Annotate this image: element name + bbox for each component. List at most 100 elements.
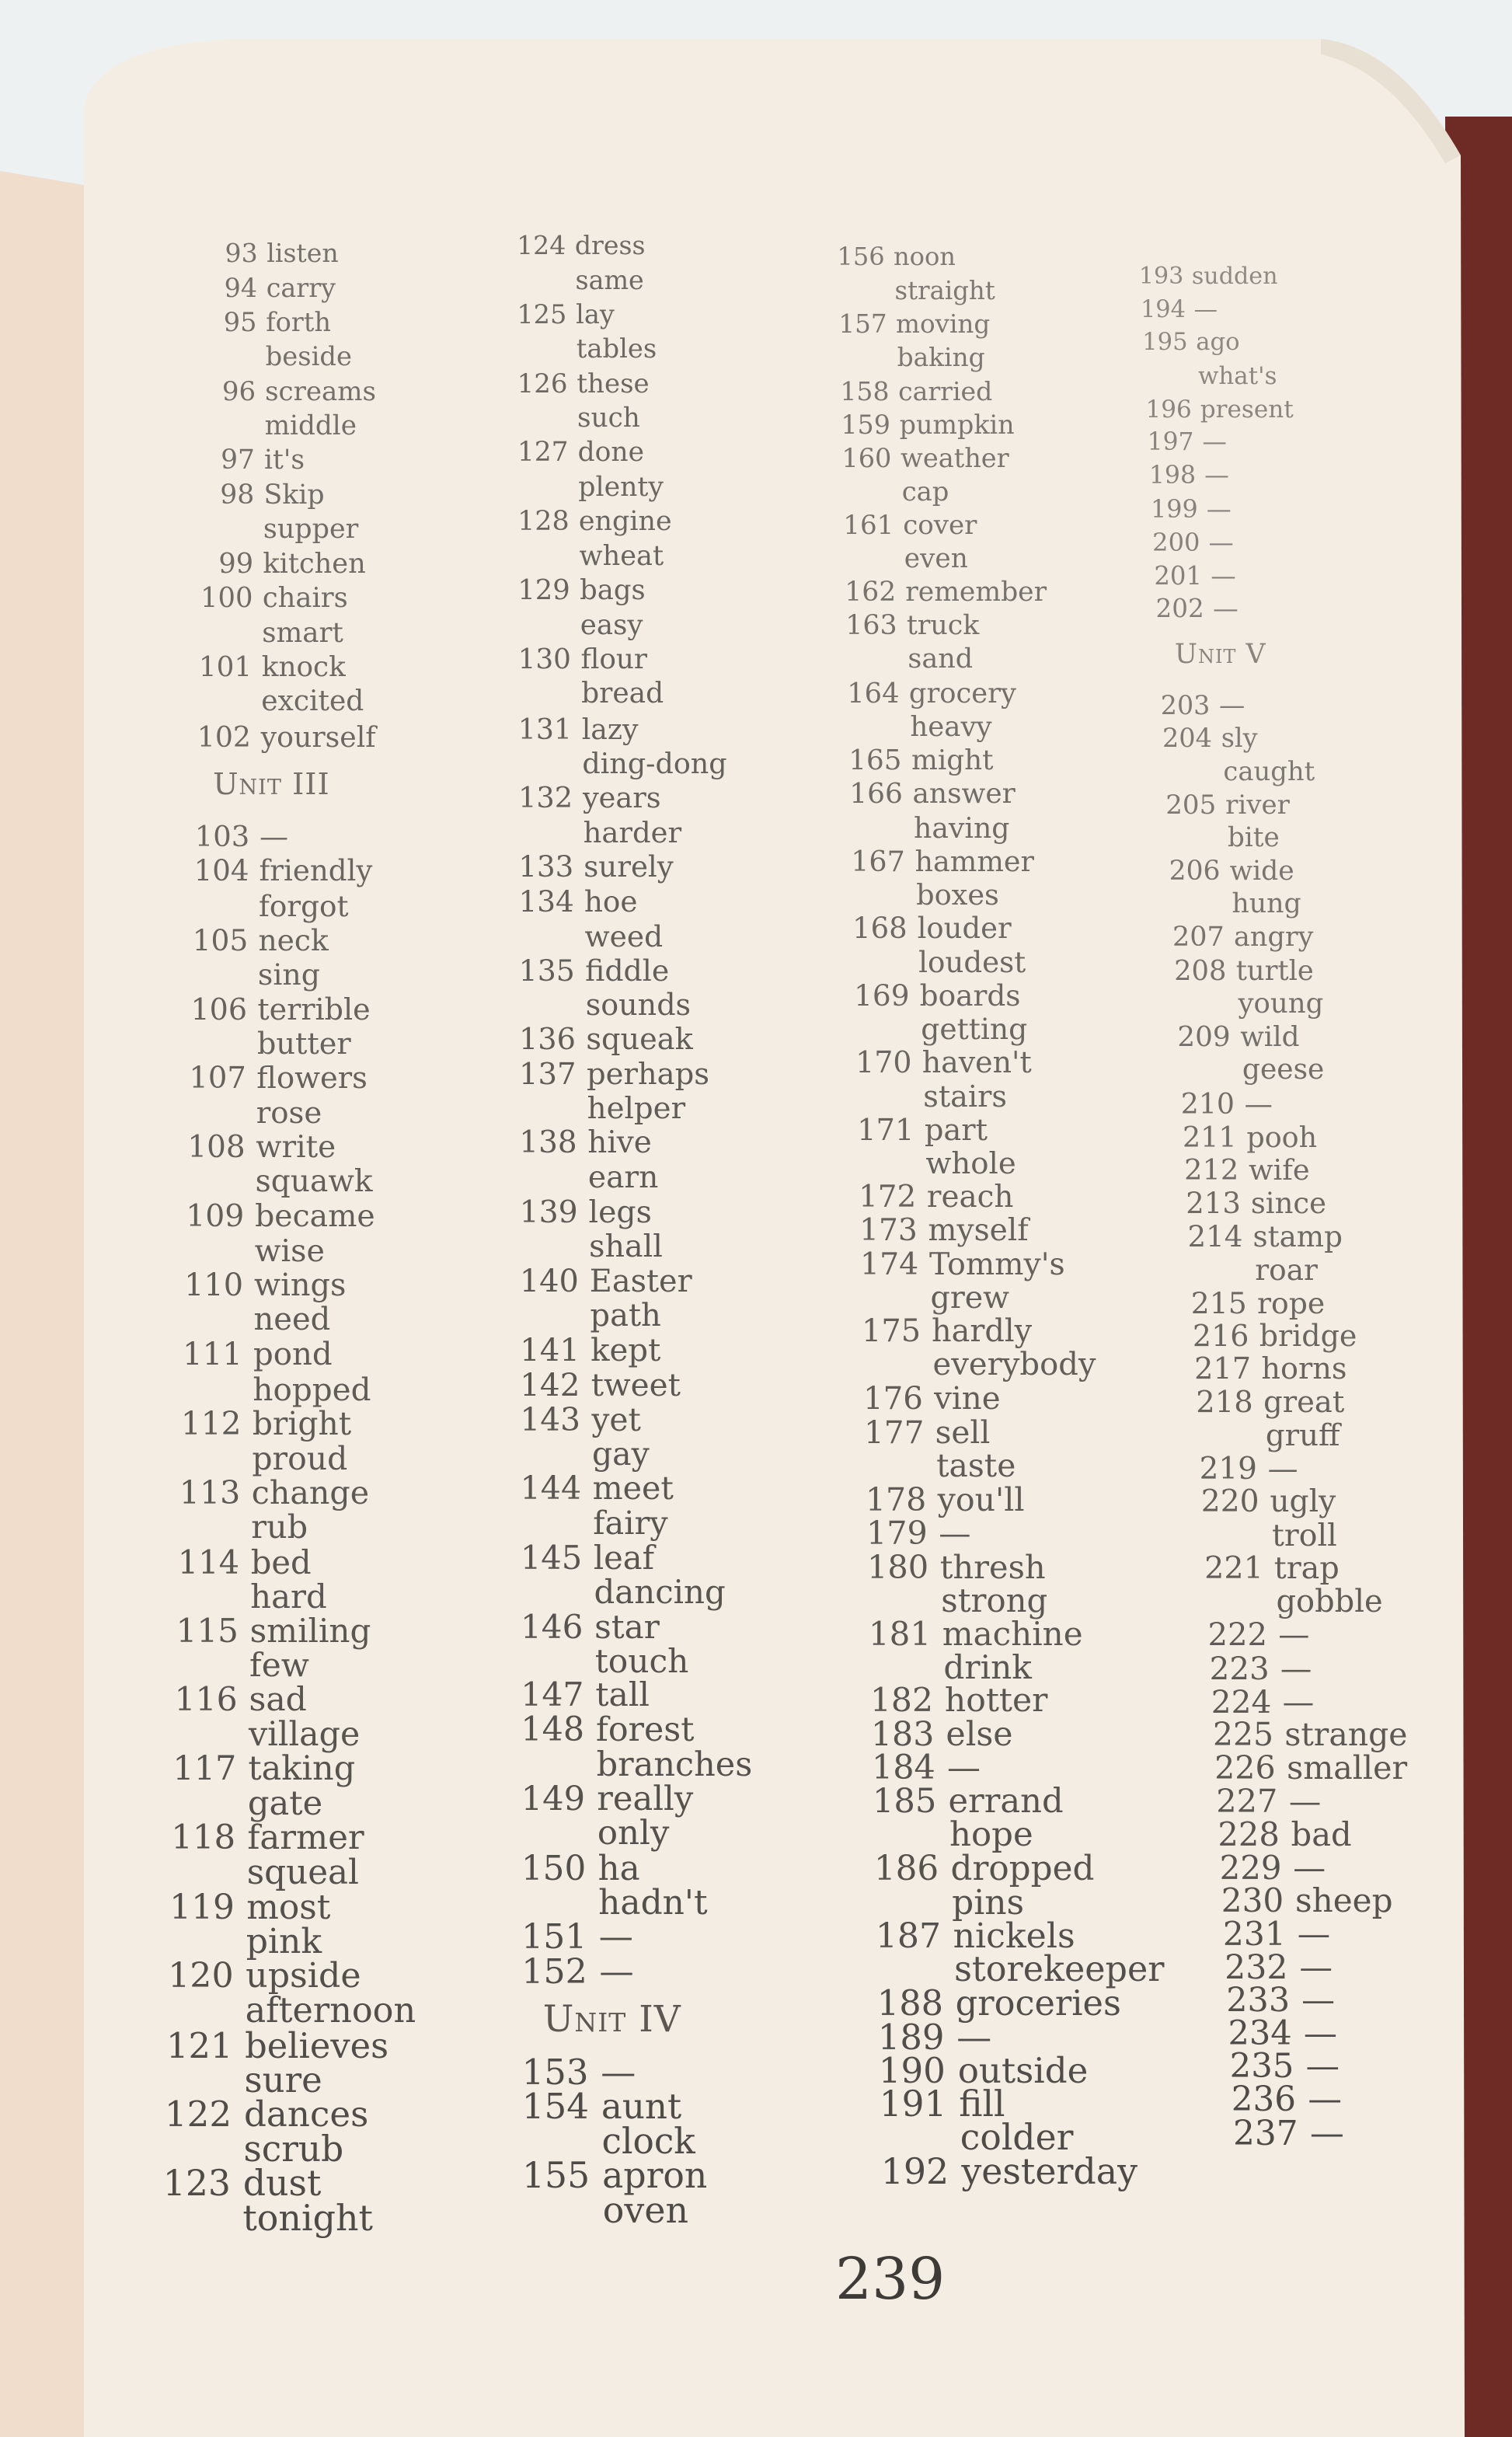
- vocabulary-word: grew: [930, 1280, 1010, 1316]
- vocabulary-word: —: [1288, 1782, 1322, 1820]
- lesson-number: 196: [1145, 395, 1192, 424]
- vocabulary-word: noon: [893, 242, 956, 272]
- lesson-number: 165: [848, 744, 902, 776]
- lesson-number: 147: [521, 1676, 584, 1715]
- vocabulary-word: grocery: [908, 677, 1016, 709]
- lesson-number: 132: [518, 781, 573, 815]
- lesson-number: 179: [866, 1514, 928, 1552]
- lesson-number: 214: [1187, 1219, 1243, 1254]
- vocabulary-word: ago: [1196, 329, 1240, 357]
- vocabulary-word: gobble: [1276, 1583, 1383, 1619]
- vocabulary-word: roar: [1255, 1252, 1318, 1287]
- vocabulary-word: Easter: [589, 1263, 692, 1299]
- lesson-number: 145: [520, 1538, 583, 1577]
- vocabulary-word: having: [914, 811, 1010, 845]
- vocabulary-word: ding-dong: [582, 747, 727, 780]
- vocabulary-word: whole: [925, 1145, 1016, 1181]
- vocabulary-word: yet: [591, 1400, 641, 1438]
- lesson-number: 211: [1182, 1120, 1237, 1154]
- lesson-number: 127: [517, 437, 569, 469]
- vocabulary-word: fill: [959, 2083, 1005, 2125]
- lesson-number: 185: [872, 1782, 937, 1822]
- lesson-number: 141: [520, 1332, 580, 1369]
- lesson-number: 186: [873, 1849, 939, 1889]
- vocabulary-word: louder: [917, 912, 1012, 946]
- lesson-number: 112: [180, 1405, 242, 1443]
- vocabulary-word: sad: [249, 1680, 307, 1719]
- vocabulary-word: rub: [251, 1508, 308, 1546]
- vocabulary-word: angry: [1234, 921, 1314, 953]
- vocabulary-word: reach: [926, 1179, 1014, 1215]
- vocabulary-word: stamp: [1252, 1219, 1343, 1254]
- vocabulary-word: —: [1282, 1682, 1315, 1721]
- vocabulary-word: sly: [1221, 723, 1258, 754]
- lesson-number: 166: [849, 777, 903, 810]
- lesson-number: 208: [1174, 954, 1227, 987]
- vocabulary-word: pink: [246, 1921, 322, 1961]
- vocabulary-word: —: [939, 1514, 971, 1552]
- lesson-number: 181: [868, 1614, 932, 1653]
- lesson-number: 134: [518, 884, 574, 919]
- lesson-number: 116: [174, 1680, 238, 1719]
- vocabulary-word: colder: [960, 2117, 1074, 2159]
- vocabulary-word: troll: [1272, 1517, 1337, 1553]
- lesson-number: 176: [862, 1380, 923, 1417]
- lesson-number: 106: [190, 992, 248, 1027]
- vocabulary-word: star: [594, 1607, 660, 1646]
- lesson-number: 121: [165, 2024, 233, 2066]
- vocabulary-word: pumpkin: [899, 409, 1015, 440]
- vocabulary-word: present: [1200, 395, 1294, 424]
- lesson-number: 122: [164, 2094, 232, 2135]
- vocabulary-word: neck: [258, 923, 329, 958]
- vocabulary-word: hoe: [584, 884, 638, 919]
- vocabulary-word: —: [599, 1951, 634, 1992]
- vocabulary-word: butter: [256, 1026, 351, 1062]
- vocabulary-word: —: [1308, 2080, 1342, 2119]
- lesson-number: 173: [859, 1212, 918, 1248]
- lesson-number: 201: [1154, 560, 1203, 591]
- unit-heading: Unit IV: [542, 1998, 681, 2041]
- lesson-number: 159: [841, 409, 890, 440]
- lesson-number: 104: [193, 854, 249, 888]
- unit-heading: Unit V: [1174, 639, 1266, 671]
- vocabulary-word: wife: [1249, 1153, 1310, 1187]
- vocabulary-word: excited: [261, 685, 364, 718]
- lesson-number: 222: [1207, 1616, 1268, 1653]
- vocabulary-word: oven: [602, 2189, 689, 2232]
- vocabulary-word: caught: [1223, 755, 1315, 786]
- vocabulary-word: Skip: [263, 479, 325, 511]
- vocabulary-word: touch: [594, 1641, 689, 1680]
- lesson-number: 118: [171, 1818, 236, 1857]
- vocabulary-word: nickels: [953, 1916, 1075, 1956]
- lesson-number: 155: [522, 2154, 591, 2196]
- vocabulary-word: —: [1280, 1650, 1312, 1688]
- vocabulary-word: believes: [245, 2024, 389, 2066]
- lesson-number: 190: [878, 2049, 946, 2091]
- vocabulary-word: strange: [1284, 1716, 1408, 1754]
- lesson-number: 167: [851, 844, 905, 878]
- lesson-number: 189: [877, 2016, 945, 2058]
- lesson-number: 187: [875, 1916, 942, 1956]
- vocabulary-word: years: [582, 781, 661, 815]
- vocabulary-word: vine: [934, 1380, 1001, 1417]
- vocabulary-word: —: [1213, 594, 1239, 624]
- vocabulary-word: —: [1193, 295, 1218, 323]
- vocabulary-word: few: [249, 1646, 309, 1685]
- vocabulary-word: outside: [957, 2049, 1089, 2091]
- lesson-number: 168: [852, 912, 908, 946]
- lesson-number: 236: [1231, 2080, 1297, 2119]
- lesson-number: 97: [221, 445, 255, 476]
- lesson-number: 105: [192, 923, 249, 958]
- vocabulary-word: bread: [581, 678, 664, 710]
- vocabulary-word: wide: [1229, 855, 1294, 887]
- vocabulary-word: answer: [912, 777, 1016, 810]
- lesson-number: 194: [1140, 295, 1186, 323]
- lesson-number: 170: [855, 1045, 912, 1080]
- lesson-number: 108: [187, 1129, 246, 1165]
- lesson-number: 152: [521, 1951, 587, 1992]
- vocabulary-word: chairs: [262, 582, 348, 615]
- vocabulary-word: middle: [264, 410, 357, 441]
- lesson-number: 93: [225, 238, 258, 269]
- lesson-number: 231: [1222, 1914, 1286, 1953]
